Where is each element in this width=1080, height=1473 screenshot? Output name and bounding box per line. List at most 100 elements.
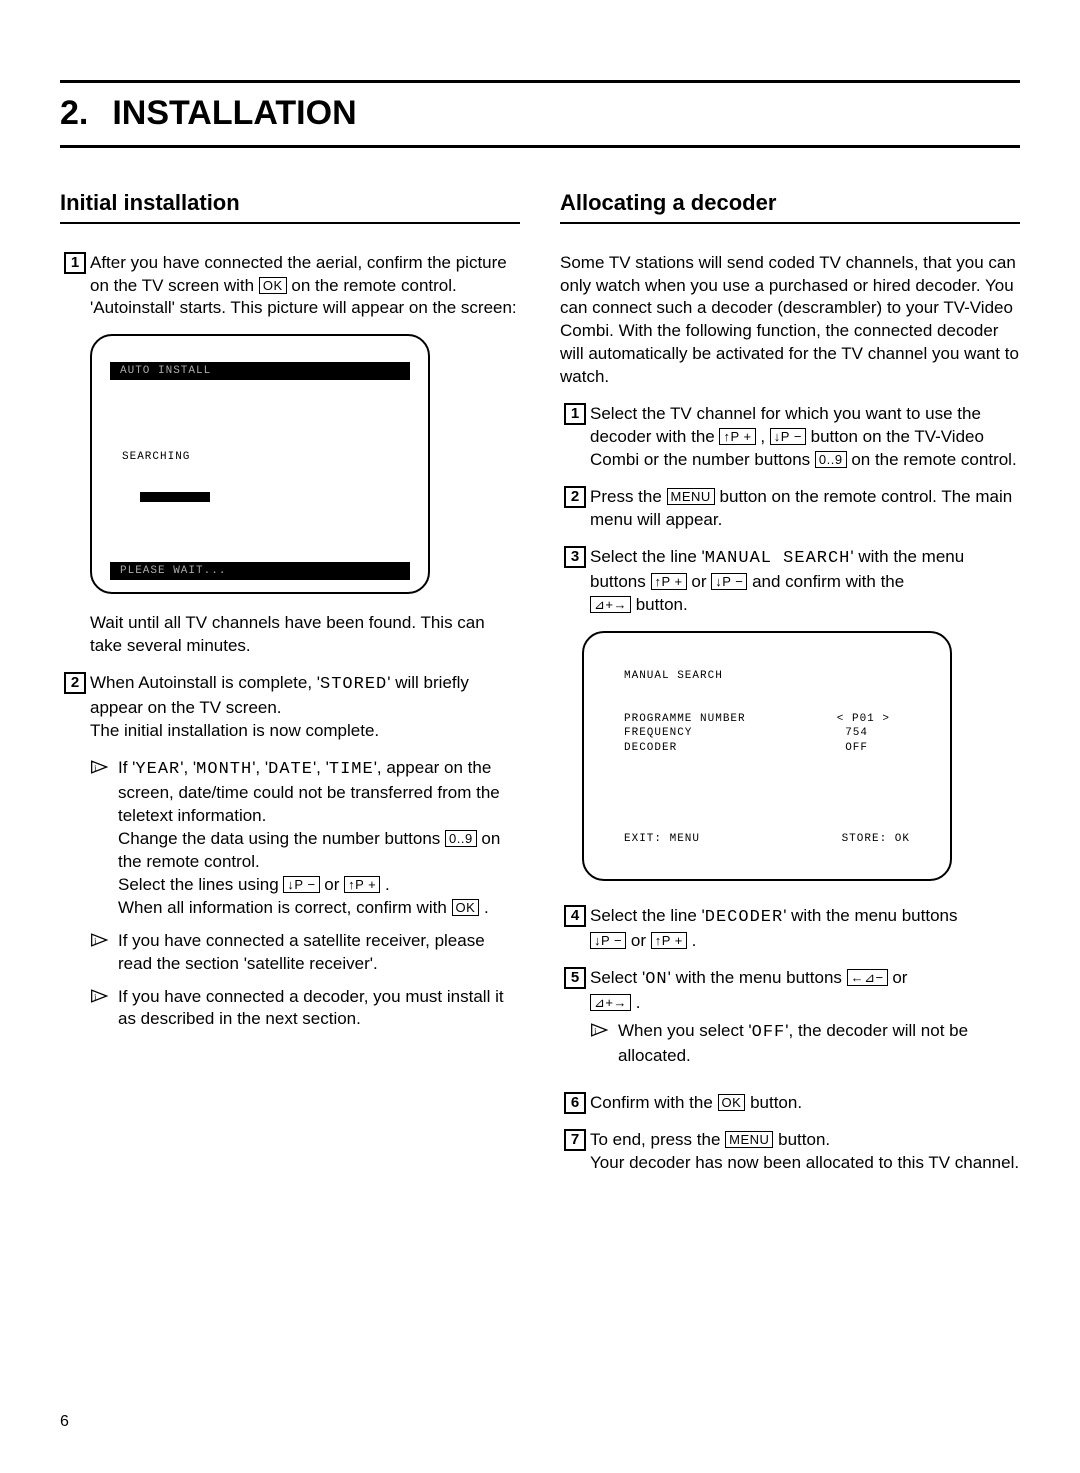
keycap-pdown: ↓P − <box>283 876 319 893</box>
tv-banner-label: AUTO INSTALL <box>120 364 211 379</box>
step-number-box: 1 <box>560 403 590 472</box>
tv-screen-autoinstall: AUTO INSTALL SEARCHING PLEASE WAIT... <box>90 334 430 594</box>
step-body: After you have connected the aerial, con… <box>90 252 520 321</box>
keycap-pdown: ↓P − <box>711 573 747 590</box>
left-column: Initial installation 1 After you have co… <box>60 188 520 1189</box>
keycap-09: 0..9 <box>445 830 477 847</box>
mono-text: YEAR <box>135 760 180 779</box>
info-arrow-icon: i <box>90 986 118 1032</box>
keycap-right: ⊿+→ <box>590 596 631 613</box>
step-body: Press the MENU button on the remote cont… <box>590 486 1020 532</box>
keycap-menu: MENU <box>725 1131 773 1148</box>
info-arrow-icon: i <box>90 930 118 976</box>
text: To end, press the <box>590 1130 725 1149</box>
text: ', ' <box>313 758 329 777</box>
keycap-left: ←⊿− <box>847 969 888 986</box>
note-body: When you select 'OFF', the decoder will … <box>618 1020 1020 1068</box>
text: 'Autoinstall' starts. This picture will … <box>90 298 517 317</box>
chapter-number: 2. <box>60 94 88 132</box>
mono-text: STORED <box>320 675 387 694</box>
text: When all information is correct, confirm… <box>118 898 452 917</box>
tv-banner-bottom-label: PLEASE WAIT... <box>120 564 226 579</box>
text: When you select ' <box>618 1021 752 1040</box>
chapter-text: INSTALLATION <box>112 94 356 132</box>
keycap-09: 0..9 <box>815 451 847 468</box>
text: Press the <box>590 487 667 506</box>
keycap-pup: ↑P + <box>344 876 380 893</box>
text: The initial installation is now complete… <box>90 721 379 740</box>
step-number-box: 5 <box>560 967 590 1079</box>
note-body: If you have connected a satellite receiv… <box>118 930 520 976</box>
tv2-row-value: 754 <box>845 726 910 741</box>
text: ' with the menu buttons <box>668 968 847 987</box>
right-step-7: 7 To end, press the MENU button. Your de… <box>560 1129 1020 1175</box>
text: Change the data using the number buttons <box>118 829 445 848</box>
tv-text-searching: SEARCHING <box>122 450 190 465</box>
step-number-box: 4 <box>560 905 590 953</box>
step-body: Select the line 'DECODER' with the menu … <box>590 905 1020 953</box>
note-body: If you have connected a decoder, you mus… <box>118 986 520 1032</box>
step-body: To end, press the MENU button. Your deco… <box>590 1129 1020 1175</box>
text: or <box>687 572 712 591</box>
right-step-1: 1 Select the TV channel for which you wa… <box>560 403 1020 472</box>
keycap-pdown: ↓P − <box>590 932 626 949</box>
tv2-footer-right: STORE: OK <box>842 832 910 847</box>
step-number-box: 3 <box>560 546 590 617</box>
section-heading-initial: Initial installation <box>60 188 520 224</box>
text: Select the line ' <box>590 906 705 925</box>
info-arrow-icon: i <box>590 1020 618 1068</box>
page-number: 6 <box>60 1411 69 1433</box>
step-body: Confirm with the OK button. <box>590 1092 1020 1115</box>
keycap-pdown: ↓P − <box>770 428 806 445</box>
step-number-box: 1 <box>60 252 90 321</box>
text: When Autoinstall is complete, ' <box>90 673 320 692</box>
tv-progress-bar <box>140 492 210 502</box>
text: ' with the menu buttons <box>783 906 957 925</box>
text: Select the lines using <box>118 875 283 894</box>
mono-text: TIME <box>329 760 374 779</box>
mono-text: DATE <box>268 760 313 779</box>
right-step-2: 2 Press the MENU button on the remote co… <box>560 486 1020 532</box>
mono-text: MONTH <box>196 760 252 779</box>
text: or <box>626 931 651 950</box>
paragraph: Wait until all TV channels have been fou… <box>90 612 520 658</box>
step-body: Select the TV channel for which you want… <box>590 403 1020 472</box>
tv2-row-label: DECODER <box>624 741 677 756</box>
right-step-6: 6 Confirm with the OK button. <box>560 1092 1020 1115</box>
tv2-title: MANUAL SEARCH <box>624 669 910 684</box>
text: . <box>687 931 696 950</box>
tv2-row-label: FREQUENCY <box>624 726 692 741</box>
keycap-pup: ↑P + <box>651 932 687 949</box>
text: Select the line ' <box>590 547 705 566</box>
intro-paragraph: Some TV stations will send coded TV chan… <box>560 252 1020 390</box>
text: ', ' <box>180 758 196 777</box>
tv2-row-value: < P01 > <box>837 712 910 727</box>
left-step-2: 2 When Autoinstall is complete, 'STORED'… <box>60 672 520 743</box>
keycap-ok: OK <box>259 277 287 294</box>
mono-text: ON <box>645 970 667 989</box>
note-block-1: i If 'YEAR', 'MONTH', 'DATE', 'TIME', ap… <box>90 757 520 920</box>
text: button. <box>745 1093 802 1112</box>
info-arrow-icon: i <box>90 757 118 920</box>
text: Select ' <box>590 968 645 987</box>
text: or <box>888 968 908 987</box>
text: Your decoder has now been allocated to t… <box>590 1153 1019 1172</box>
keycap-ok: OK <box>452 899 480 916</box>
tv2-row-label: PROGRAMME NUMBER <box>624 712 746 727</box>
note-block-3: i If you have connected a decoder, you m… <box>90 986 520 1032</box>
step-number-box: 2 <box>60 672 90 743</box>
step-body: When Autoinstall is complete, 'STORED' w… <box>90 672 520 743</box>
step-body: Select the line 'MANUAL SEARCH' with the… <box>590 546 1020 617</box>
step-number-box: 2 <box>560 486 590 532</box>
tv2-row-value: OFF <box>845 741 910 756</box>
step-number-box: 6 <box>560 1092 590 1115</box>
text: on the remote control. <box>287 276 457 295</box>
text: button. <box>631 595 688 614</box>
text: If ' <box>118 758 135 777</box>
tv-screen-manual-search: MANUAL SEARCH PROGRAMME NUMBER < P01 > FR… <box>582 631 952 881</box>
left-step-1: 1 After you have connected the aerial, c… <box>60 252 520 321</box>
right-column: Allocating a decoder Some TV stations wi… <box>560 188 1020 1189</box>
text: or <box>320 875 345 894</box>
chapter-title: 2. INSTALLATION <box>60 80 1020 148</box>
text: ', ' <box>252 758 268 777</box>
